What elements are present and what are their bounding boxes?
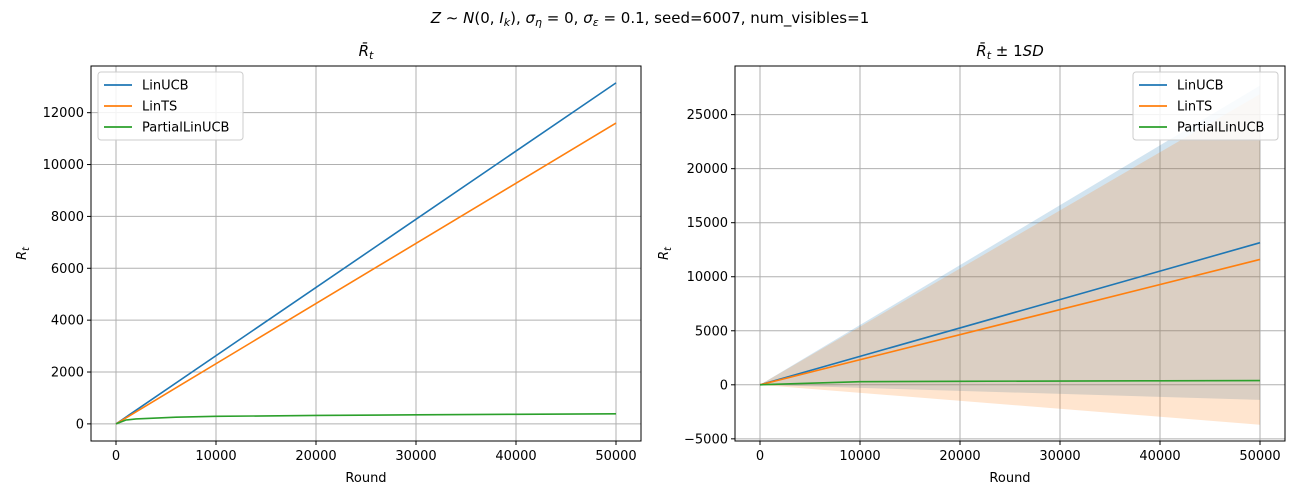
left-y-tick-label: 2000 xyxy=(51,366,84,381)
right-x-tick-label: 40000 xyxy=(1139,449,1180,464)
left-legend-label-partiallinucb: PartialLinUCB xyxy=(142,121,229,136)
left-legend-label-linucb: LinUCB xyxy=(142,79,189,94)
right-y-tick-label: 25000 xyxy=(687,108,728,123)
right-legend-box xyxy=(1132,71,1279,141)
right-line-partiallinucb xyxy=(759,379,1261,386)
right-y-tick-label: 15000 xyxy=(687,216,728,231)
left-y-tick-label: 12000 xyxy=(43,106,84,121)
figure-suptitle: Z ∼ N(0, Ik), ση = 0, σε = 0.1, seed=600… xyxy=(430,9,870,29)
left-y-tick-label: 6000 xyxy=(51,262,84,277)
right-y-tick-label: 0 xyxy=(720,378,728,393)
left-x-tick-label: 0 xyxy=(112,449,120,464)
right-x-tick-label: 0 xyxy=(756,449,764,464)
left-chart-title: R̄t xyxy=(359,41,374,62)
left-x-tick-label: 10000 xyxy=(195,449,236,464)
left-x-tick-label: 30000 xyxy=(395,449,436,464)
right-y-tick-label: 5000 xyxy=(695,324,728,339)
right-legend-label-lints: LinTS xyxy=(1177,100,1212,115)
right-line-linucb xyxy=(759,241,1261,386)
right-line-lints xyxy=(759,258,1261,386)
left-chart-panel: R̄t 0 10000 20000 30000 40000 50000 0 2000 4000 6… xyxy=(15,41,642,486)
left-y-tick-label: 0 xyxy=(76,417,84,432)
right-legend-label-partiallinucb: PartialLinUCB xyxy=(1177,121,1264,136)
right-x-tick-label: 30000 xyxy=(1039,449,1080,464)
right-x-tick-label: 10000 xyxy=(839,449,880,464)
right-chart-title: R̄t ± 1SD xyxy=(976,41,1044,62)
left-x-tick-label: 40000 xyxy=(495,449,536,464)
right-y-tick-label: 10000 xyxy=(687,270,728,285)
left-line-linucb xyxy=(115,82,617,425)
right-x-tick-label: 50000 xyxy=(1239,449,1280,464)
right-y-axis-label: Rt xyxy=(657,246,674,260)
left-legend-label-lints: LinTS xyxy=(142,100,177,115)
right-x-tick-label: 20000 xyxy=(939,449,980,464)
left-y-tick-label: 8000 xyxy=(51,210,84,225)
right-band-lints xyxy=(760,94,1260,425)
left-plot-frame xyxy=(90,65,642,442)
right-plot-frame xyxy=(734,65,1286,442)
right-x-axis-label: Round xyxy=(989,471,1030,486)
left-y-axis-label: Rt xyxy=(15,246,32,260)
right-legend-label-linucb: LinUCB xyxy=(1177,79,1224,94)
left-x-axis-label: Round xyxy=(345,471,386,486)
left-x-tick-label: 50000 xyxy=(595,449,636,464)
right-y-tick-label: −5000 xyxy=(684,432,728,447)
right-y-tick-label: 20000 xyxy=(687,162,728,177)
left-y-tick-label: 10000 xyxy=(43,158,84,173)
left-line-lints xyxy=(115,122,617,425)
left-y-tick-label: 4000 xyxy=(51,314,84,329)
right-band-linucb xyxy=(760,85,1260,400)
left-x-tick-label: 20000 xyxy=(295,449,336,464)
right-chart-panel: R̄t ± 1SD 0 10000 20000 30000 40000 50000−500… xyxy=(657,41,1286,486)
left-legend-box xyxy=(97,71,244,141)
left-line-partiallinucb xyxy=(115,412,617,425)
